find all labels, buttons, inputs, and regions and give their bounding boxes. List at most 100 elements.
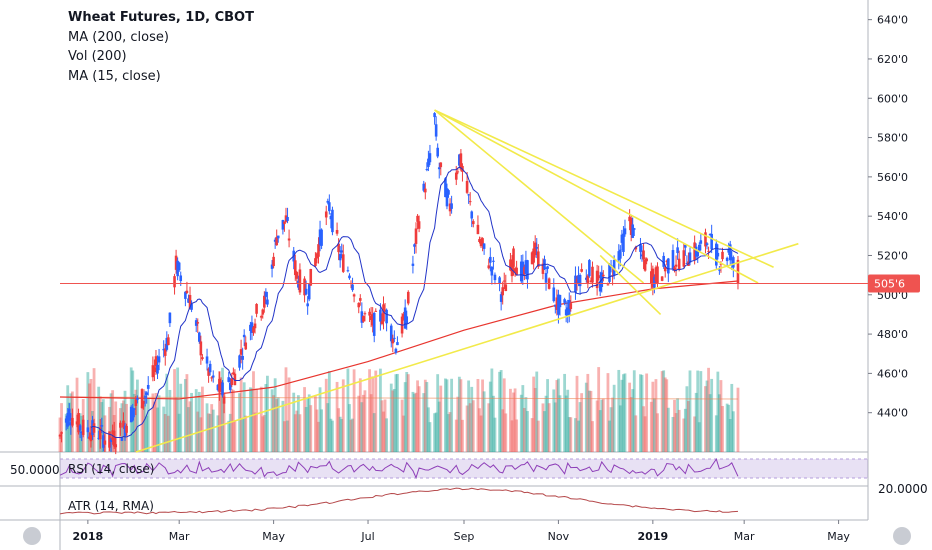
volume-bar — [634, 415, 638, 452]
candle-body — [563, 299, 566, 303]
candle-body — [450, 203, 453, 209]
volume-bar — [510, 420, 514, 452]
candle-body — [656, 266, 659, 284]
volume-bar — [273, 378, 277, 452]
volume-bar — [697, 422, 701, 452]
volume-bar — [530, 418, 534, 452]
volume-bar — [601, 398, 605, 452]
volume-bar — [522, 407, 526, 452]
candle-body — [153, 367, 156, 373]
volume-bar — [382, 411, 385, 452]
price-pane[interactable] — [0, 451, 932, 550]
volume-bar — [546, 379, 549, 452]
candle-body — [163, 348, 167, 356]
volume-bar — [552, 389, 556, 452]
candle-body — [728, 244, 732, 261]
time-tick-label: Mar — [169, 530, 190, 543]
volume-bar — [651, 381, 655, 452]
volume-bar — [481, 379, 484, 452]
volume-bar — [595, 400, 599, 452]
volume-bar — [437, 401, 441, 452]
volume-bar — [402, 415, 406, 452]
volume-bar — [406, 374, 410, 452]
volume-bar — [287, 377, 291, 452]
candle-body — [632, 228, 636, 230]
volume-bar — [349, 419, 353, 452]
volume-bar — [331, 420, 334, 452]
candle-body — [177, 262, 181, 271]
volume-bar — [413, 393, 416, 452]
volume-bar — [591, 421, 594, 452]
scroll-left-button[interactable] — [23, 527, 41, 545]
candle-body — [281, 220, 285, 230]
volume-bar — [337, 408, 341, 452]
candle-body — [578, 274, 582, 287]
candle-body — [275, 236, 279, 246]
candle-body — [369, 315, 373, 321]
candle-body — [222, 396, 226, 404]
candle-body — [566, 307, 570, 317]
trendlines[interactable] — [135, 109, 799, 453]
candle-body — [533, 242, 537, 256]
volume-bar — [705, 380, 709, 452]
volume-bar — [154, 393, 158, 452]
volume-bar — [671, 416, 675, 452]
candle-body — [335, 230, 339, 234]
volume-bar — [369, 394, 373, 452]
rsi-label[interactable]: RSI (14, close) — [68, 462, 155, 476]
atr-pane[interactable] — [59, 487, 739, 515]
candle-body — [241, 355, 244, 360]
volume-bar — [314, 396, 317, 452]
candle-body — [102, 435, 105, 448]
volume-bar — [205, 403, 209, 452]
rsi-pane[interactable] — [59, 458, 868, 480]
volume-bar — [101, 399, 105, 452]
candle-body — [710, 233, 713, 250]
volume-bar — [145, 415, 149, 452]
atr-label[interactable]: ATR (14, RMA) — [68, 499, 154, 513]
scroll-right-button[interactable] — [893, 527, 911, 545]
volume-bar — [461, 419, 464, 452]
volume-bar — [714, 415, 718, 452]
volume-bar — [577, 420, 580, 452]
volume-bar — [346, 368, 350, 452]
volume-bar — [718, 394, 721, 452]
volume-bar — [197, 391, 201, 452]
candle-body — [439, 162, 443, 168]
trendline — [434, 109, 774, 268]
volume-bar — [315, 409, 319, 452]
price-axis[interactable]: 640'0620'0600'0580'0560'0540'0520'0500'0… — [60, 0, 932, 550]
candle-body — [732, 257, 735, 268]
time-axis[interactable]: 2018 Mar May Jul Sep Nov 2019 Mar May — [73, 520, 851, 543]
volume-bar — [643, 416, 647, 452]
legend-ma200[interactable]: MA (200, close) — [68, 29, 169, 45]
volume-bar — [185, 374, 189, 452]
volume-bar — [97, 386, 101, 452]
rsi-left-value: 50.0000 — [10, 463, 60, 477]
volume-bar — [207, 413, 210, 452]
volume-bar — [403, 382, 407, 452]
candle-body — [640, 254, 644, 257]
volume-bar — [536, 420, 540, 452]
candle-body — [329, 216, 333, 220]
volume-bar — [114, 401, 118, 452]
volume-bar — [708, 394, 712, 452]
volume-bar — [383, 399, 387, 452]
volume-bar — [666, 407, 670, 452]
candle-body — [468, 201, 472, 203]
candle-body — [411, 263, 415, 266]
legend-ma15[interactable]: MA (15, close) — [68, 68, 161, 84]
candle-body — [617, 251, 621, 261]
volume-bar — [555, 380, 559, 452]
legend-vol[interactable]: Vol (200) — [68, 49, 127, 64]
candle-body — [219, 381, 223, 392]
volume-bar — [656, 413, 659, 452]
volume-bar — [553, 402, 557, 452]
candle-body — [238, 355, 241, 368]
volume-bar — [535, 371, 539, 452]
candle-body — [284, 215, 288, 222]
volume-bar — [575, 375, 579, 452]
candle-body — [402, 314, 405, 320]
candle-body — [112, 430, 116, 447]
